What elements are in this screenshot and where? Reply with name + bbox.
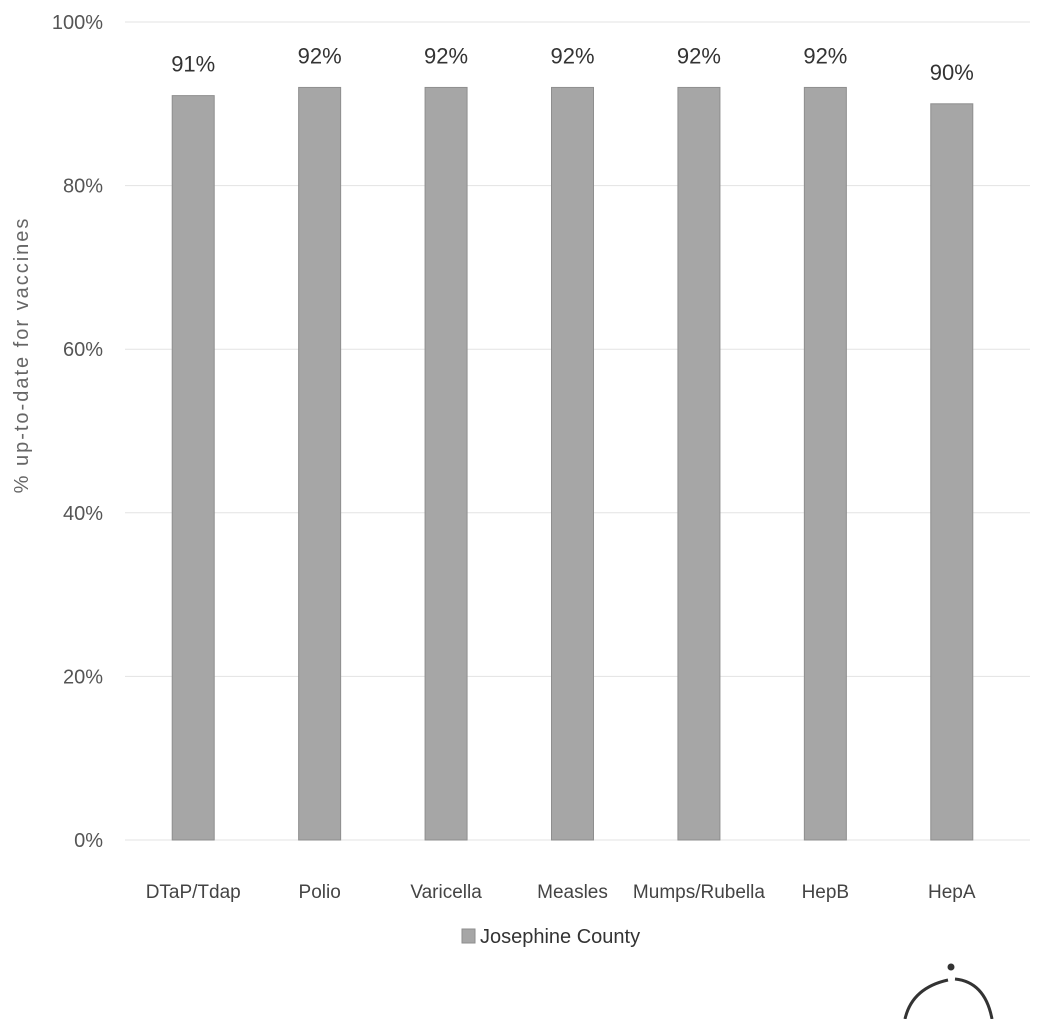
data-label: 92% [677,43,721,68]
data-labels: 91% 92% 92% 92% 92% 92% 90% [171,43,974,84]
x-category-label: HepB [802,882,850,903]
bar-hepa [930,103,974,841]
data-label: 90% [930,60,974,85]
bar-dtap-tdap [171,95,215,841]
x-category-label: DTaP/Tdap [146,882,241,903]
y-tick-label: 40% [63,503,103,525]
legend: Josephine County [461,926,640,948]
bar-mumps-rubella [677,86,721,841]
x-category-label: HepA [928,882,976,903]
x-category-label: Measles [537,882,608,903]
bar-polio [298,86,342,841]
data-label: 92% [550,43,594,68]
logo-icon [903,963,994,1020]
data-label: 92% [803,43,847,68]
bars [171,86,974,841]
data-label: 92% [424,43,468,68]
y-axis-title: % up-to-date for vaccines [11,217,33,494]
x-axis-categories: DTaP/Tdap Polio Varicella Measles Mumps/Rube… [146,882,976,903]
x-category-label: Varicella [410,882,482,903]
y-tick-label: 100% [52,12,103,34]
data-label: 92% [298,43,342,68]
x-category-label: Mumps/Rubella [633,882,765,903]
legend-label-josephine-county: Josephine County [480,926,640,948]
bar-measles [551,86,594,841]
x-category-label: Polio [299,882,341,903]
y-axis-ticks: 0% 20% 40% 60% 80% 100% [52,12,103,852]
y-tick-label: 20% [63,666,103,688]
y-tick-label: 0% [74,830,103,852]
data-label: 91% [171,52,215,77]
bar-hepb [803,86,847,841]
legend-swatch-josephine-county [461,928,476,944]
y-tick-label: 60% [63,339,103,361]
bar-varicella [424,86,468,841]
y-tick-label: 80% [63,176,103,198]
